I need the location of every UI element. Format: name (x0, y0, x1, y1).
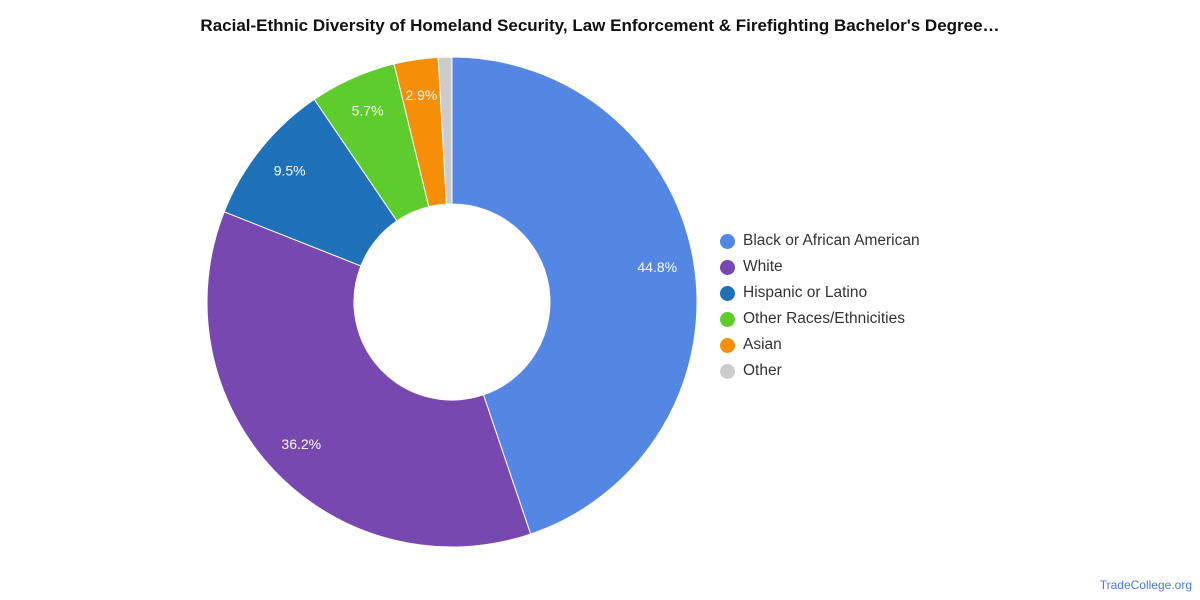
source-credit[interactable]: TradeCollege.org (1099, 578, 1192, 592)
legend-swatch (720, 311, 735, 327)
legend-label: White (743, 258, 783, 275)
data-label-white: 36.2% (281, 436, 321, 452)
data-label-other-races-ethnicities: 5.7% (352, 103, 384, 119)
legend-item[interactable]: Asian (720, 332, 920, 358)
legend-label: Other (743, 362, 782, 379)
donut-data-labels: 44.8% 36.2% 9.5% 5.7% 2.9% (274, 87, 677, 452)
legend-label: Black or African American (743, 232, 920, 249)
slice-black-or-african-american[interactable] (451, 56, 698, 535)
chart-legend: Black or African American White Hispanic o… (720, 228, 920, 384)
legend-swatch (720, 363, 735, 379)
data-label-black-or-african-american: 44.8% (637, 259, 677, 275)
legend-item[interactable]: White (720, 254, 920, 280)
legend-swatch (720, 259, 735, 275)
data-label-hispanic-or-latino: 9.5% (274, 163, 306, 179)
legend-item[interactable]: Other Races/Ethnicities (720, 306, 920, 332)
legend-label: Asian (743, 336, 782, 353)
legend-swatch (720, 285, 735, 301)
legend-label: Hispanic or Latino (743, 284, 868, 301)
legend-swatch (720, 233, 735, 249)
data-label-asian: 2.9% (405, 87, 437, 103)
slice-other[interactable] (437, 56, 453, 205)
legend-swatch (720, 337, 735, 353)
legend-item[interactable]: Black or African American (720, 228, 920, 254)
legend-item[interactable]: Other (720, 358, 920, 384)
legend-item[interactable]: Hispanic or Latino (720, 280, 920, 306)
legend-label: Other Races/Ethnicities (743, 310, 905, 327)
donut-slices (206, 56, 698, 548)
slice-white[interactable] (206, 211, 532, 548)
chart-title: Racial-Ethnic Diversity of Homeland Secu… (200, 16, 1000, 35)
